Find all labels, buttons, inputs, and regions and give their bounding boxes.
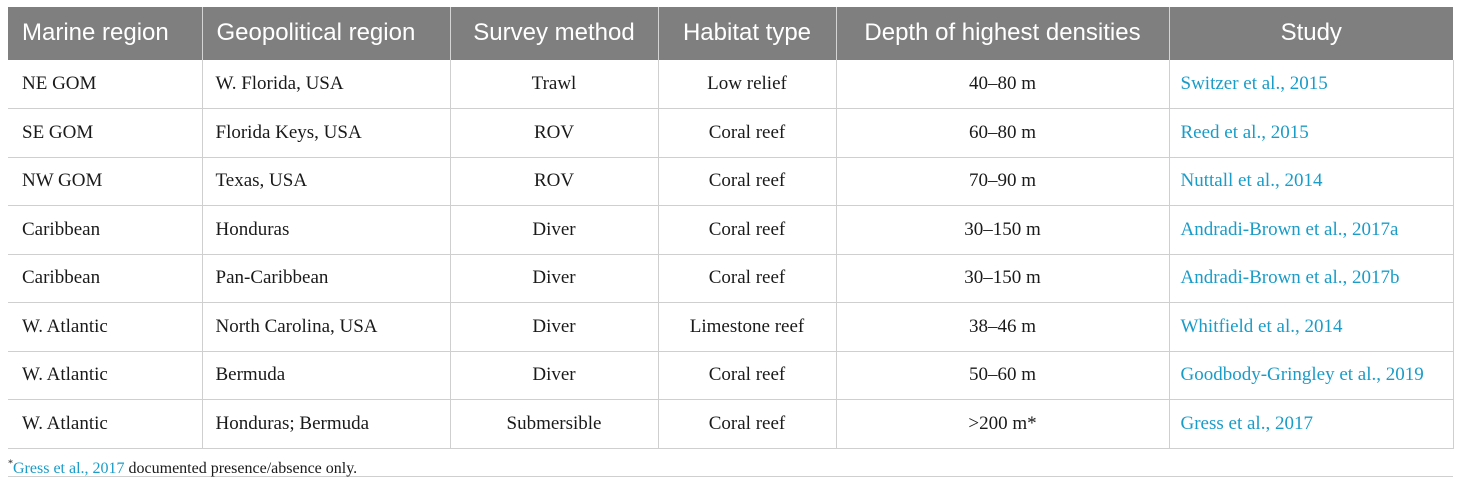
table-row: SE GOM Florida Keys, USA ROV Coral reef … [8,108,1454,158]
header-study: Study [1168,7,1453,60]
table-row: W. Atlantic Honduras; Bermuda Submersibl… [8,399,1454,449]
cell-habitat-type: Coral reef [657,399,836,449]
cell-study: Gress et al., 2017 [1168,399,1454,449]
cell-marine-region: NW GOM [8,157,202,206]
cell-study: Nuttall et al., 2014 [1168,157,1454,206]
cell-survey-method: ROV [449,157,658,206]
cell-depth: >200 m* [835,399,1169,449]
cell-marine-region: NE GOM [8,60,202,109]
header-marine-region: Marine region [22,18,169,46]
cell-survey-method: Submersible [449,399,658,449]
footnote-marker: * [8,458,13,470]
cell-habitat-type: Coral reef [657,157,836,206]
table-row: W. Atlantic North Carolina, USA Diver Li… [8,302,1454,352]
cell-study: Switzer et al., 2015 [1168,60,1454,109]
cell-study: Goodbody-Gringley et al., 2019 [1168,351,1454,400]
cell-study: Whitfield et al., 2014 [1168,302,1454,352]
cell-depth: 38–46 m [835,302,1169,352]
cell-geopolitical-region: Honduras; Bermuda [201,399,450,449]
cell-marine-region: Caribbean [8,205,202,255]
cell-geopolitical-region: Texas, USA [201,157,450,206]
cell-marine-region: SE GOM [8,108,202,158]
cell-depth: 50–60 m [835,351,1169,400]
header-geopolitical-region: Geopolitical region [201,7,450,60]
header-habitat-type: Habitat type [657,7,836,60]
table-footnote: *Gress et al., 2017 documented presence/… [8,449,1453,477]
cell-geopolitical-region: Honduras [201,205,450,255]
cell-marine-region: W. Atlantic [8,302,202,352]
study-link[interactable]: Whitfield et al., 2014 [1180,315,1343,337]
cell-survey-method: ROV [449,108,658,158]
table-row: Caribbean Honduras Diver Coral reef 30–1… [8,205,1454,255]
table-row: NE GOM W. Florida, USA Trawl Low relief … [8,60,1454,109]
study-link[interactable]: Goodbody-Gringley et al., 2019 [1180,364,1424,386]
cell-survey-method: Trawl [449,60,658,109]
cell-habitat-type: Coral reef [657,254,836,303]
table-row: NW GOM Texas, USA ROV Coral reef 70–90 m… [8,157,1454,206]
study-link[interactable]: Andradi-Brown et al., 2017b [1180,267,1400,289]
cell-survey-method: Diver [449,254,658,303]
cell-habitat-type: Coral reef [657,351,836,400]
cell-habitat-type: Coral reef [657,205,836,255]
study-link[interactable]: Andradi-Brown et al., 2017a [1180,218,1399,240]
cell-habitat-type: Coral reef [657,108,836,158]
cell-habitat-type: Limestone reef [657,302,836,352]
cell-geopolitical-region: North Carolina, USA [201,302,450,352]
cell-depth: 30–150 m [835,254,1169,303]
footnote-text: documented presence/absence only. [124,459,358,477]
footnote-citation-link[interactable]: Gress et al., 2017 [13,459,125,477]
study-link[interactable]: Gress et al., 2017 [1180,412,1313,434]
table-row: W. Atlantic Bermuda Diver Coral reef 50–… [8,351,1454,400]
header-depth: Depth of highest densities [835,7,1169,60]
cell-study: Andradi-Brown et al., 2017a [1168,205,1454,255]
header-survey-method: Survey method [449,7,658,60]
cell-geopolitical-region: Pan-Caribbean [201,254,450,303]
data-table: Marine region Geopolitical region Survey… [8,7,1454,449]
cell-depth: 70–90 m [835,157,1169,206]
cell-geopolitical-region: W. Florida, USA [201,60,450,109]
cell-depth: 30–150 m [835,205,1169,255]
cell-survey-method: Diver [449,351,658,400]
cell-geopolitical-region: Florida Keys, USA [201,108,450,158]
cell-marine-region: Caribbean [8,254,202,303]
table-header-row: Marine region Geopolitical region Survey… [8,7,1453,60]
cell-study: Andradi-Brown et al., 2017b [1168,254,1454,303]
table-row: Caribbean Pan-Caribbean Diver Coral reef… [8,254,1454,303]
study-link[interactable]: Switzer et al., 2015 [1180,73,1328,94]
cell-geopolitical-region: Bermuda [201,351,450,400]
cell-marine-region: W. Atlantic [8,399,202,449]
cell-study: Reed et al., 2015 [1168,108,1454,158]
cell-survey-method: Diver [449,302,658,352]
study-link[interactable]: Reed et al., 2015 [1180,121,1309,143]
cell-depth: 40–80 m [835,60,1169,109]
study-link[interactable]: Nuttall et al., 2014 [1180,170,1323,192]
cell-survey-method: Diver [449,205,658,255]
cell-habitat-type: Low relief [657,60,836,109]
cell-depth: 60–80 m [835,108,1169,158]
cell-marine-region: W. Atlantic [8,351,202,400]
